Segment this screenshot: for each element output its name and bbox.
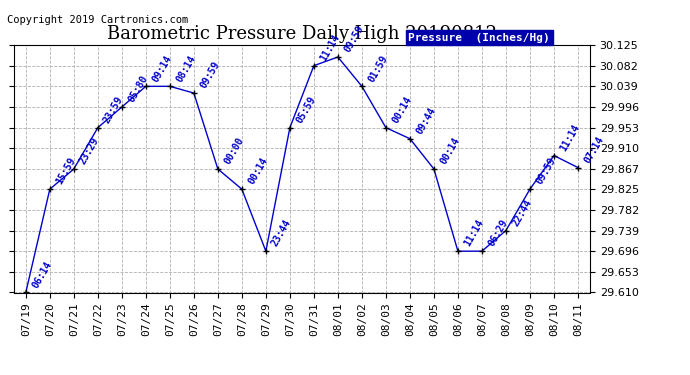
Text: 06:29: 06:29 [486,218,509,248]
Text: 06:14: 06:14 [30,259,53,290]
Text: 23:44: 23:44 [270,218,293,248]
Text: 00:00: 00:00 [222,136,246,166]
Text: 08:14: 08:14 [174,53,197,84]
Text: Pressure  (Inches/Hg): Pressure (Inches/Hg) [408,33,550,42]
Text: 09:14: 09:14 [150,53,173,84]
Text: 22:44: 22:44 [510,197,533,228]
Text: 09:59: 09:59 [198,60,221,90]
Text: 09:59: 09:59 [534,156,558,186]
Text: 00:14: 00:14 [438,136,462,166]
Text: 15:59: 15:59 [54,156,77,186]
Text: 11:14: 11:14 [558,122,582,153]
Text: 05:59: 05:59 [294,94,317,125]
Text: 23:59: 23:59 [102,94,126,125]
Title: Barometric Pressure Daily High 20190812: Barometric Pressure Daily High 20190812 [107,26,497,44]
Text: 07:14: 07:14 [582,134,605,165]
Text: 23:29: 23:29 [78,136,101,166]
Text: Copyright 2019 Cartronics.com: Copyright 2019 Cartronics.com [7,15,188,25]
Text: 11:14: 11:14 [462,218,486,248]
Text: 01:59: 01:59 [366,53,389,84]
Text: 11:14: 11:14 [318,33,342,63]
Text: 05:80: 05:80 [126,74,149,104]
Text: 09:44: 09:44 [414,105,437,136]
Text: 00:14: 00:14 [246,156,269,186]
Text: 09:59: 09:59 [342,24,366,54]
Text: 00:14: 00:14 [390,94,413,125]
